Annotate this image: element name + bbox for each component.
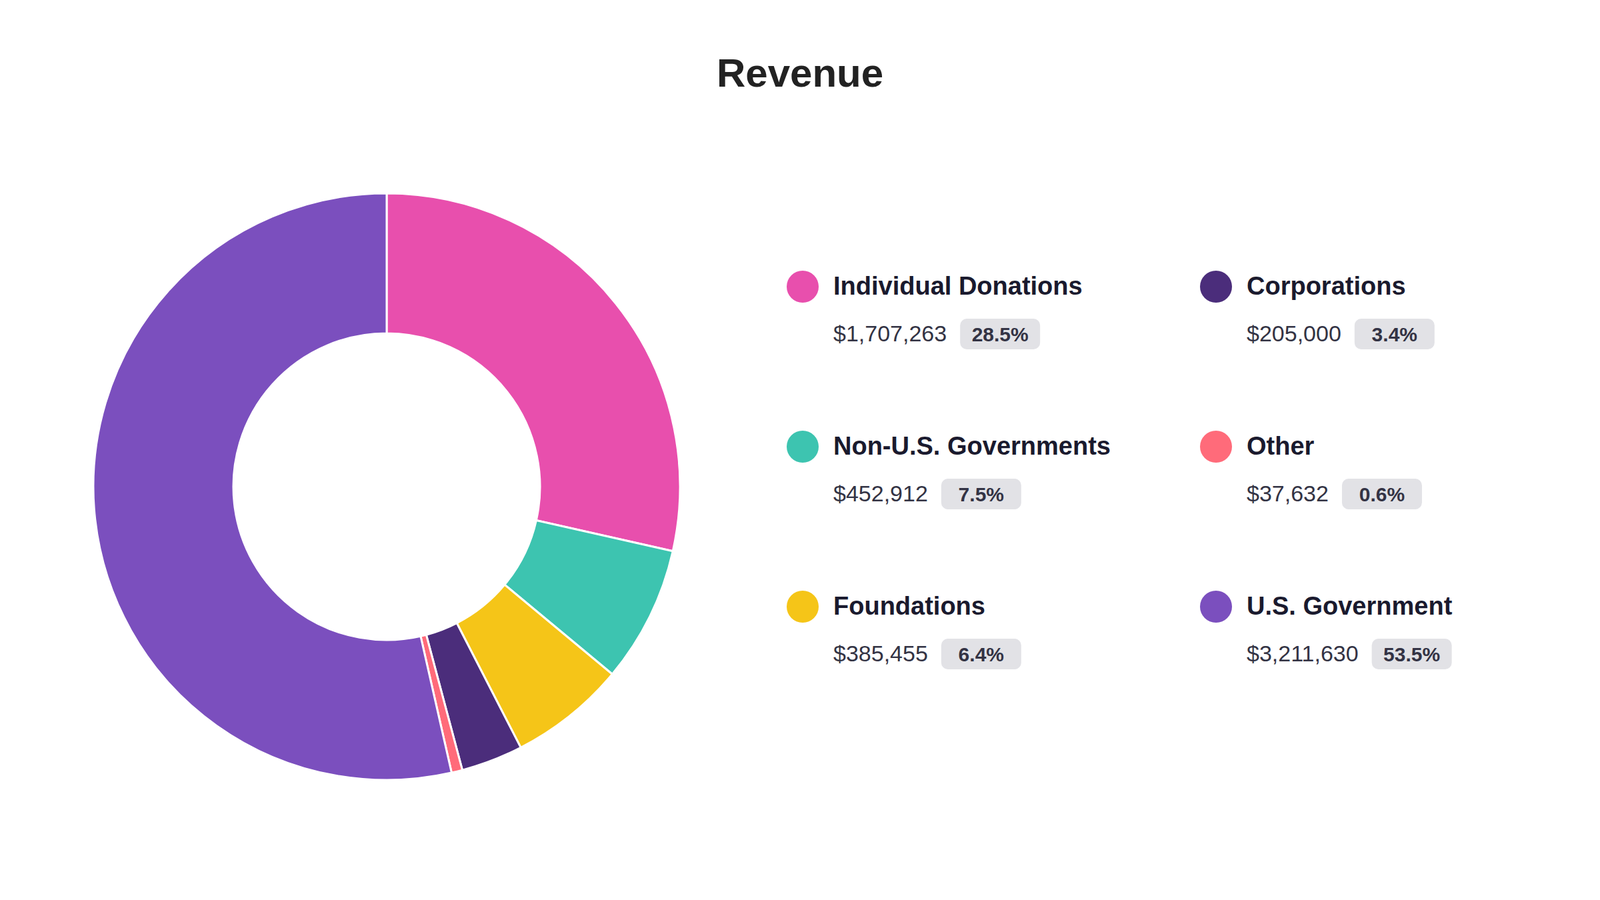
legend-amount: $3,211,630 [1246,640,1359,666]
chart: Revenue Individual Donations $1,707,263 28.… [0,0,1600,900]
legend-swatch [786,270,819,303]
legend-label: U.S. Government [1246,592,1453,620]
page: {"chart_data": {"type": "pie", "title": … [0,0,1600,900]
pie [93,193,680,780]
legend-swatch [1200,590,1232,623]
legend-pct: 28.5% [972,323,1029,346]
legend-pct: 53.5% [1383,643,1440,666]
legend-amount: $1,707,263 [833,320,947,346]
legend-item: Foundations $385,455 6.4% [786,590,1022,670]
legend-pct: 0.6% [1359,483,1405,506]
legend-amount: $385,455 [833,640,928,666]
legend-pct: 3.4% [1372,323,1418,346]
legend-item: Individual Donations $1,707,263 28.5% [786,270,1083,350]
legend: Individual Donations $1,707,263 28.5% Non-U… [786,270,1453,670]
pie-slice [386,193,680,552]
legend-pct-badge [1342,478,1422,510]
legend-amount: $452,912 [833,480,928,506]
legend-label: Individual Donations [833,272,1083,300]
legend-pct: 6.4% [958,643,1004,666]
legend-label: Other [1246,432,1315,460]
legend-label: Corporations [1246,272,1406,300]
title: Revenue [716,50,884,96]
pie-slice [93,193,452,780]
legend-label: Foundations [833,592,986,620]
legend-pct: 7.5% [958,483,1004,506]
legend-amount: $37,632 [1246,480,1329,506]
legend-item: Corporations $205,000 3.4% [1200,270,1435,350]
legend-swatch [786,590,819,623]
legend-pct-badge [1372,638,1452,670]
legend-swatch [1200,430,1232,463]
legend-item: Non-U.S. Governments $452,912 7.5% [786,430,1111,510]
legend-label: Non-U.S. Governments [833,432,1111,460]
legend-pct-badge [960,318,1040,350]
legend-pct-badge [941,638,1022,670]
legend-item: Other $37,632 0.6% [1200,430,1422,510]
legend-pct-badge [1354,318,1435,350]
legend-amount: $205,000 [1246,320,1342,346]
legend-pct-badge [941,478,1022,510]
legend-swatch [1200,270,1232,303]
background [0,0,1600,900]
legend-item: U.S. Government $3,211,630 53.5% [1200,590,1453,670]
legend-swatch [786,430,819,463]
